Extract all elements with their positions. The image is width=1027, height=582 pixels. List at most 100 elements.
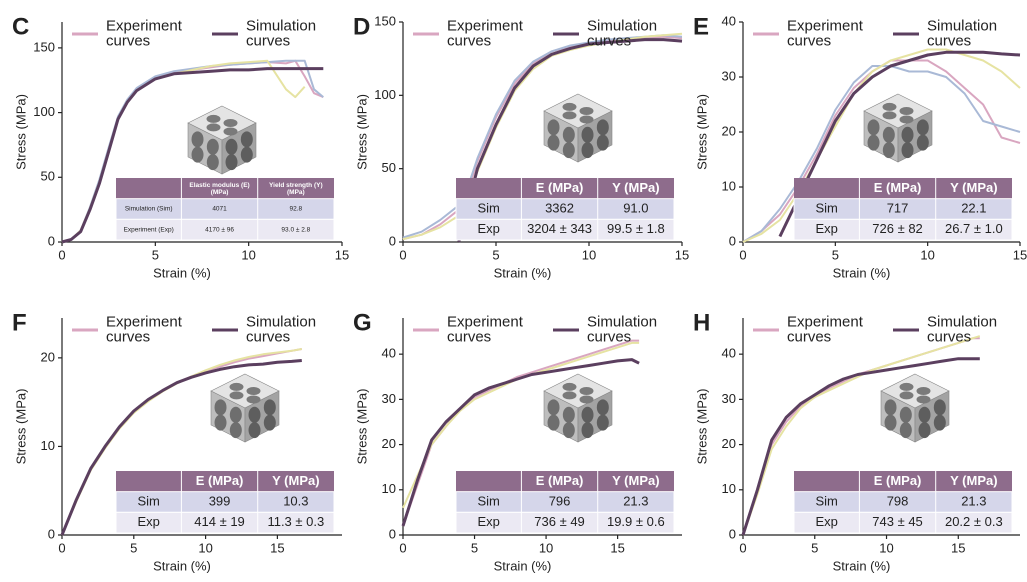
cube-hole bbox=[597, 399, 609, 415]
cube-hole bbox=[580, 116, 594, 124]
x-axis-title: Strain (%) bbox=[153, 558, 211, 573]
cube-hole bbox=[883, 111, 897, 119]
y-tick-label: 40 bbox=[722, 13, 736, 28]
y-tick-label: 10 bbox=[382, 481, 396, 496]
cube-hole bbox=[582, 422, 594, 438]
y-tick-label: 30 bbox=[382, 391, 396, 406]
table-cell: Sim bbox=[478, 200, 500, 215]
legend-label: Experimentcurves bbox=[787, 17, 864, 49]
table-cell: Experiment (Exp) bbox=[124, 226, 174, 233]
cube-hole bbox=[917, 396, 931, 404]
table-header: E (MPa) bbox=[196, 473, 244, 488]
cube-hole bbox=[580, 387, 594, 395]
cube-hole bbox=[934, 399, 946, 415]
table-cell: 4071 bbox=[212, 206, 227, 213]
x-tick-label: 15 bbox=[675, 247, 689, 262]
table-header: E (MPa) bbox=[536, 473, 584, 488]
cube-hole bbox=[207, 115, 221, 123]
cube-hole bbox=[917, 119, 929, 135]
x-tick-label: 5 bbox=[832, 247, 839, 262]
legend-label: Simulationcurves bbox=[927, 313, 997, 345]
table-cell: 726 ± 82 bbox=[872, 221, 923, 236]
table-cell: Sim bbox=[478, 493, 500, 508]
table-cell: 414 ± 19 bbox=[194, 514, 245, 529]
cube-hole bbox=[226, 139, 238, 155]
cube-hole bbox=[900, 422, 912, 438]
y-tick-label: 100 bbox=[33, 104, 55, 119]
table-cell: 3362 bbox=[545, 200, 574, 215]
cube-hole bbox=[207, 123, 221, 131]
y-axis-title: Stress (MPa) bbox=[13, 94, 28, 170]
panel-label: E bbox=[693, 13, 709, 40]
table-cell: Exp bbox=[477, 514, 499, 529]
cube-hole bbox=[215, 399, 227, 415]
cube-hole bbox=[226, 154, 238, 170]
cube-hole bbox=[934, 415, 946, 431]
cube-hole bbox=[247, 396, 261, 404]
cube-hole bbox=[247, 387, 261, 395]
table-header: Y (MPa) bbox=[272, 473, 319, 488]
x-tick-label: 0 bbox=[739, 540, 746, 555]
cube-hole bbox=[241, 147, 253, 163]
x-tick-label: 10 bbox=[241, 247, 255, 262]
table-header: Y (MPa) bbox=[950, 180, 997, 195]
y-tick-label: 0 bbox=[48, 233, 55, 248]
x-axis-title: Strain (%) bbox=[833, 265, 891, 280]
table-cell: 92.8 bbox=[290, 206, 303, 213]
y-tick-label: 100 bbox=[374, 87, 396, 102]
lattice-cube bbox=[188, 106, 256, 174]
x-tick-label: 0 bbox=[58, 540, 65, 555]
y-tick-label: 40 bbox=[722, 346, 736, 361]
table-cell: Sim bbox=[816, 493, 838, 508]
lattice-cube bbox=[881, 374, 949, 442]
cube-hole bbox=[563, 407, 575, 423]
cube-hole bbox=[563, 383, 577, 391]
cube-hole bbox=[548, 399, 560, 415]
panel-label: D bbox=[353, 13, 370, 40]
y-axis-title: Stress (MPa) bbox=[694, 389, 709, 465]
table-cell: 4170 ± 96 bbox=[205, 226, 234, 233]
cube-hole bbox=[548, 119, 560, 135]
cube-hole bbox=[582, 127, 594, 143]
x-tick-label: 15 bbox=[1013, 247, 1027, 262]
cube-hole bbox=[582, 142, 594, 158]
panel-label: H bbox=[693, 309, 710, 336]
cube-hole bbox=[548, 415, 560, 431]
y-axis-title: Stress (MPa) bbox=[13, 389, 28, 465]
cube-hole bbox=[900, 116, 914, 124]
lattice-cube bbox=[544, 94, 612, 162]
cube-hole bbox=[582, 407, 594, 423]
lattice-cube bbox=[544, 374, 612, 442]
cube-hole bbox=[917, 387, 931, 395]
cube-hole bbox=[902, 127, 914, 143]
table-cell: Simulation (Sim) bbox=[125, 206, 173, 213]
cube-hole bbox=[224, 119, 238, 127]
y-tick-label: 50 bbox=[41, 169, 55, 184]
x-axis-title: Strain (%) bbox=[833, 558, 891, 573]
table-cell: 3204 ± 343 bbox=[527, 221, 592, 236]
cube-hole bbox=[580, 396, 594, 404]
cube-hole bbox=[885, 415, 897, 431]
y-tick-label: 20 bbox=[382, 436, 396, 451]
legend-label: Experimentcurves bbox=[447, 313, 524, 345]
cube-hole bbox=[917, 135, 929, 151]
table-cell: 796 bbox=[549, 493, 571, 508]
table-cell: 717 bbox=[887, 200, 909, 215]
cube-hole bbox=[207, 154, 219, 170]
cube-hole bbox=[868, 119, 880, 135]
table-cell: 736 ± 49 bbox=[534, 514, 585, 529]
y-tick-label: 150 bbox=[374, 13, 396, 28]
table-cell: 99.5 ± 1.8 bbox=[607, 221, 665, 236]
cube-hole bbox=[885, 399, 897, 415]
y-tick-label: 0 bbox=[729, 526, 736, 541]
cube-hole bbox=[230, 407, 242, 423]
y-tick-label: 50 bbox=[382, 160, 396, 175]
x-tick-label: 5 bbox=[492, 247, 499, 262]
table-cell: 10.3 bbox=[283, 493, 308, 508]
table-cell: 21.3 bbox=[961, 493, 986, 508]
